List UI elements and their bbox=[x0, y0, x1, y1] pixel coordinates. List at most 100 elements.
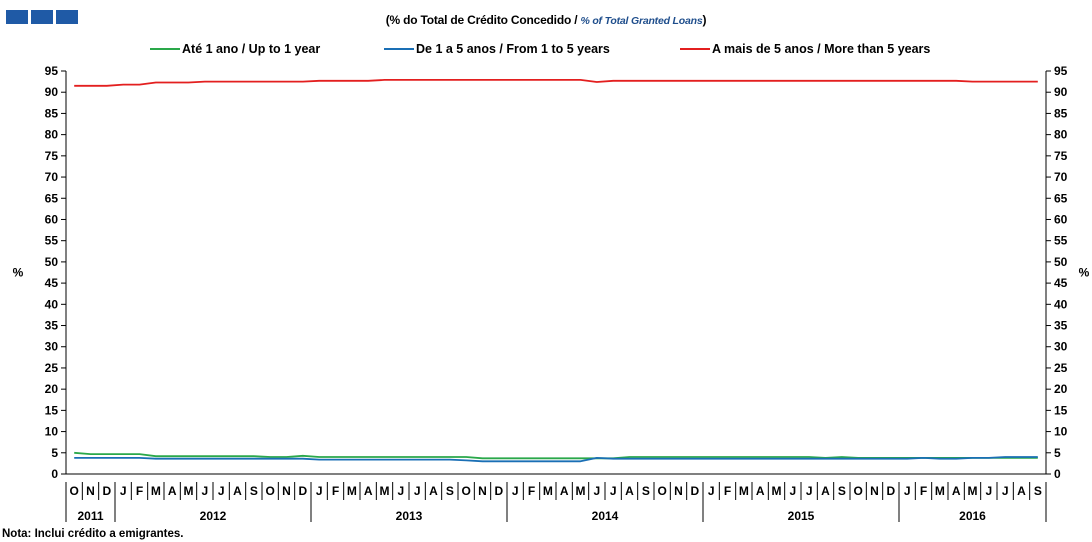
x-tick-label: S bbox=[1034, 484, 1042, 498]
x-tick-label: M bbox=[543, 484, 553, 498]
x-tick-label: A bbox=[560, 484, 569, 498]
x-tick-label: J bbox=[120, 484, 127, 498]
x-tick-label: J bbox=[397, 484, 404, 498]
y-axis-title-right: % bbox=[1079, 266, 1090, 280]
year-label: 2012 bbox=[200, 509, 227, 523]
legend-label-2: De 1 a 5 anos / From 1 to 5 years bbox=[416, 42, 610, 56]
y-tick-label-left: 80 bbox=[45, 128, 59, 142]
x-tick-label: D bbox=[298, 484, 307, 498]
x-tick-label: J bbox=[985, 484, 992, 498]
x-tick-label: D bbox=[886, 484, 895, 498]
x-tick-label: O bbox=[265, 484, 274, 498]
y-tick-label-right: 40 bbox=[1054, 297, 1068, 311]
x-tick-label: S bbox=[838, 484, 846, 498]
x-tick-label: M bbox=[935, 484, 945, 498]
y-tick-label-right: 80 bbox=[1054, 128, 1068, 142]
y-tick-label-right: 30 bbox=[1054, 340, 1068, 354]
x-tick-label: O bbox=[657, 484, 666, 498]
x-tick-label: A bbox=[625, 484, 634, 498]
x-tick-label: J bbox=[904, 484, 911, 498]
x-tick-label: J bbox=[1002, 484, 1009, 498]
series-line-1 bbox=[74, 451, 1038, 460]
y-tick-label-left: 55 bbox=[45, 234, 59, 248]
x-tick-label: N bbox=[870, 484, 879, 498]
x-tick-label: J bbox=[610, 484, 617, 498]
series-line-2 bbox=[74, 456, 1038, 463]
x-tick-label: M bbox=[739, 484, 749, 498]
y-tick-label-left: 75 bbox=[45, 149, 59, 163]
subtitle-en: % of Total Granted Loans bbox=[580, 15, 703, 27]
y-tick-label-left: 20 bbox=[45, 382, 59, 396]
y-tick-label-left: 90 bbox=[45, 85, 59, 99]
x-tick-label: J bbox=[201, 484, 208, 498]
y-tick-label-right: 70 bbox=[1054, 170, 1068, 184]
y-tick-label-right: 15 bbox=[1054, 403, 1068, 417]
year-label: 2014 bbox=[592, 509, 619, 523]
x-tick-label: F bbox=[724, 484, 731, 498]
year-label: 2015 bbox=[788, 509, 815, 523]
y-tick-label-left: 60 bbox=[45, 212, 59, 226]
y-tick-label-left: 40 bbox=[45, 297, 59, 311]
x-tick-label: A bbox=[821, 484, 830, 498]
x-tick-label: A bbox=[952, 484, 961, 498]
year-label: 2016 bbox=[959, 509, 986, 523]
x-tick-label: D bbox=[102, 484, 111, 498]
x-tick-label: J bbox=[414, 484, 421, 498]
year-label: 2013 bbox=[396, 509, 423, 523]
y-tick-label-left: 10 bbox=[45, 425, 59, 439]
year-label: 2011 bbox=[77, 509, 103, 523]
y-tick-label-left: 15 bbox=[45, 403, 59, 417]
legend-label-1: Até 1 ano / Up to 1 year bbox=[182, 42, 320, 56]
y-tick-label-left: 0 bbox=[51, 467, 58, 481]
y-tick-label-left: 65 bbox=[45, 191, 59, 205]
y-tick-label-left: 45 bbox=[45, 276, 59, 290]
x-tick-label: A bbox=[364, 484, 373, 498]
x-tick-label: J bbox=[789, 484, 796, 498]
y-tick-label-right: 20 bbox=[1054, 382, 1068, 396]
y-tick-label-right: 90 bbox=[1054, 85, 1068, 99]
x-tick-label: F bbox=[136, 484, 143, 498]
x-tick-label: J bbox=[316, 484, 323, 498]
x-tick-label: A bbox=[168, 484, 177, 498]
x-tick-label: J bbox=[512, 484, 519, 498]
x-tick-label: M bbox=[151, 484, 161, 498]
x-tick-label: S bbox=[642, 484, 650, 498]
x-tick-label: J bbox=[806, 484, 813, 498]
x-tick-label: O bbox=[69, 484, 78, 498]
x-tick-label: D bbox=[690, 484, 699, 498]
x-tick-label: S bbox=[446, 484, 454, 498]
x-tick-label: A bbox=[756, 484, 765, 498]
y-tick-label-right: 50 bbox=[1054, 255, 1068, 269]
y-tick-label-right: 5 bbox=[1054, 446, 1061, 460]
y-tick-label-left: 70 bbox=[45, 170, 59, 184]
x-tick-label: F bbox=[332, 484, 339, 498]
y-tick-label-right: 75 bbox=[1054, 149, 1068, 163]
x-tick-label: F bbox=[528, 484, 535, 498]
x-tick-label: M bbox=[380, 484, 390, 498]
subtitle-pt: (% do Total de Crédito Concedido / bbox=[385, 13, 578, 27]
x-tick-label: S bbox=[250, 484, 258, 498]
x-tick-label: M bbox=[968, 484, 978, 498]
x-tick-label: M bbox=[347, 484, 357, 498]
y-tick-label-left: 30 bbox=[45, 340, 59, 354]
y-tick-label-left: 25 bbox=[45, 361, 59, 375]
footnote: Nota: Inclui crédito a emigrantes. bbox=[2, 528, 184, 540]
x-tick-label: N bbox=[478, 484, 487, 498]
y-tick-label-right: 0 bbox=[1054, 467, 1061, 481]
y-tick-label-right: 45 bbox=[1054, 276, 1068, 290]
x-tick-label: M bbox=[576, 484, 586, 498]
x-tick-label: F bbox=[920, 484, 927, 498]
x-tick-label: J bbox=[708, 484, 715, 498]
y-tick-label-right: 65 bbox=[1054, 191, 1068, 205]
x-tick-label: D bbox=[494, 484, 503, 498]
legend-label-3: A mais de 5 anos / More than 5 years bbox=[712, 42, 930, 56]
y-tick-label-right: 95 bbox=[1054, 64, 1068, 78]
x-tick-label: J bbox=[593, 484, 600, 498]
y-tick-label-right: 55 bbox=[1054, 234, 1068, 248]
y-tick-label-left: 95 bbox=[45, 64, 59, 78]
y-tick-label-right: 85 bbox=[1054, 106, 1068, 120]
subtitle-close: ) bbox=[702, 13, 707, 27]
x-tick-label: N bbox=[86, 484, 95, 498]
x-tick-label: J bbox=[218, 484, 225, 498]
